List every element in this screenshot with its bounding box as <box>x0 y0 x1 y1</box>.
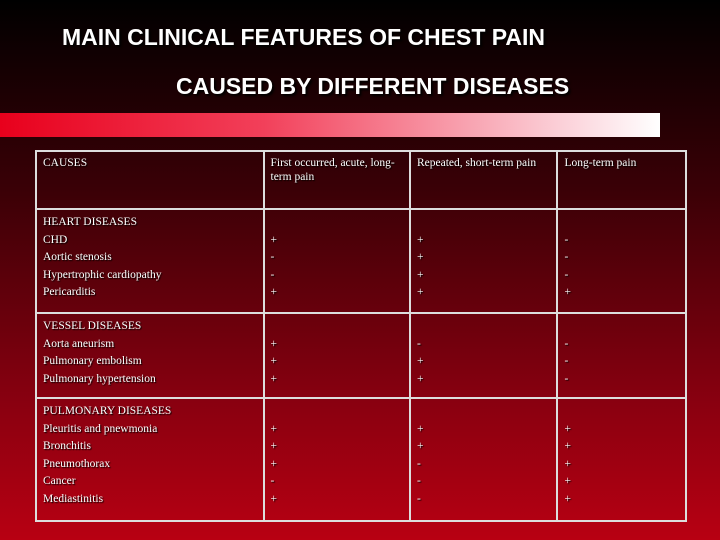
value: + <box>416 286 424 298</box>
value-cell: - - - <box>556 311 687 400</box>
header-text: Repeated, short-term pain <box>416 157 537 169</box>
cause-cell: VESSEL DISEASES Aorta aneurism Pulmonary e… <box>35 311 265 400</box>
value: + <box>416 233 424 246</box>
value: + <box>564 457 571 470</box>
value-cell: + + + <box>262 311 411 400</box>
spacer <box>271 214 403 232</box>
value-cell: + + + - + <box>262 397 411 522</box>
disease-name: Pulmonary embolism <box>43 355 142 367</box>
value: - <box>564 355 569 367</box>
header-cell: CAUSES <box>35 150 265 210</box>
disease-name: Pericarditis <box>43 286 96 298</box>
value: + <box>564 422 571 435</box>
group-row: VESSEL DISEASES Aorta aneurism Pulmonary e… <box>35 311 687 400</box>
accent-bar <box>0 113 660 137</box>
header-text: First occurred, acute, long-term pain <box>270 157 395 183</box>
table: CAUSES First occurred, acute, long-term p… <box>35 150 687 522</box>
spacer <box>417 403 550 421</box>
value: + <box>270 422 278 435</box>
value-cell: + - - + <box>262 208 411 314</box>
value: - <box>416 492 421 505</box>
value: + <box>564 286 571 298</box>
value: + <box>416 355 424 367</box>
disease-name: Bronchitis <box>43 440 91 453</box>
value: + <box>270 355 278 367</box>
disease-name: Aortic stenosis <box>43 251 112 263</box>
spacer <box>417 318 550 336</box>
header-row: CAUSES First occurred, acute, long-term p… <box>35 150 687 210</box>
value: + <box>270 440 278 453</box>
value: - <box>270 251 275 263</box>
value: + <box>270 457 278 470</box>
value-cell: + + + + <box>408 208 559 314</box>
value: - <box>564 337 569 350</box>
disease-name: Pleuritis and pnewmonia <box>43 422 158 435</box>
spacer <box>417 214 550 232</box>
value: - <box>416 337 421 350</box>
disease-name: Mediastinitis <box>43 492 104 505</box>
value-cell: + + - - - <box>408 397 559 522</box>
value: + <box>564 492 571 505</box>
header-text: CAUSES <box>43 157 88 169</box>
disease-name: CHD <box>43 233 68 246</box>
header-cell: First occurred, acute, long-term pain <box>262 150 411 210</box>
value: + <box>416 251 424 263</box>
value: - <box>564 233 569 246</box>
disease-name: Aorta aneurism <box>43 337 115 350</box>
disease-name: Hypertrophic cardiopathy <box>43 268 162 281</box>
cause-cell: HEART DISEASES CHD Aortic stenosis Hypertro… <box>35 208 265 314</box>
disease-name: Pneumothorax <box>43 457 111 470</box>
value: - <box>416 457 421 470</box>
value: - <box>564 251 569 263</box>
title: MAIN CLINICAL FEATURES OF CHEST PAIN <box>62 24 545 50</box>
value: + <box>416 422 424 435</box>
value: - <box>564 268 569 281</box>
header-text: Long-term pain <box>564 157 637 169</box>
value: - <box>270 475 275 488</box>
spacer <box>564 403 679 421</box>
value: + <box>564 440 571 453</box>
cause-cell: PULMONARY DISEASES Pleuritis and pnewmoni… <box>35 397 265 522</box>
value-cell: - + + <box>408 311 559 400</box>
value: + <box>270 286 278 298</box>
header-cell: Long-term pain <box>556 150 687 210</box>
spacer <box>271 403 403 421</box>
header-cell: Repeated, short-term pain <box>408 150 559 210</box>
value: + <box>416 440 424 453</box>
value: - <box>564 372 569 385</box>
value: + <box>270 233 278 246</box>
value: + <box>270 337 278 350</box>
group-title: VESSEL DISEASES <box>43 320 142 332</box>
group-title: PULMONARY DISEASES <box>43 405 172 418</box>
value: + <box>270 372 278 385</box>
spacer <box>271 318 403 336</box>
disease-name: Cancer <box>43 475 76 488</box>
value: + <box>416 268 424 281</box>
disease-name: Pulmonary hypertension <box>43 372 156 385</box>
spacer <box>564 318 679 336</box>
spacer <box>564 214 679 232</box>
value: - <box>416 475 421 488</box>
value: + <box>416 372 424 385</box>
title: CAUSED BY DIFFERENT DISEASES <box>176 73 570 99</box>
value: + <box>564 475 571 488</box>
value: - <box>270 268 275 281</box>
group-row: HEART DISEASES CHD Aortic stenosis Hypertro… <box>35 208 687 314</box>
value: + <box>270 492 278 505</box>
group-row: PULMONARY DISEASES Pleuritis and pnewmoni… <box>35 397 687 522</box>
value-cell: + + + + + <box>556 397 687 522</box>
value-cell: - - - + <box>556 208 687 314</box>
group-title: HEART DISEASES <box>43 216 137 228</box>
